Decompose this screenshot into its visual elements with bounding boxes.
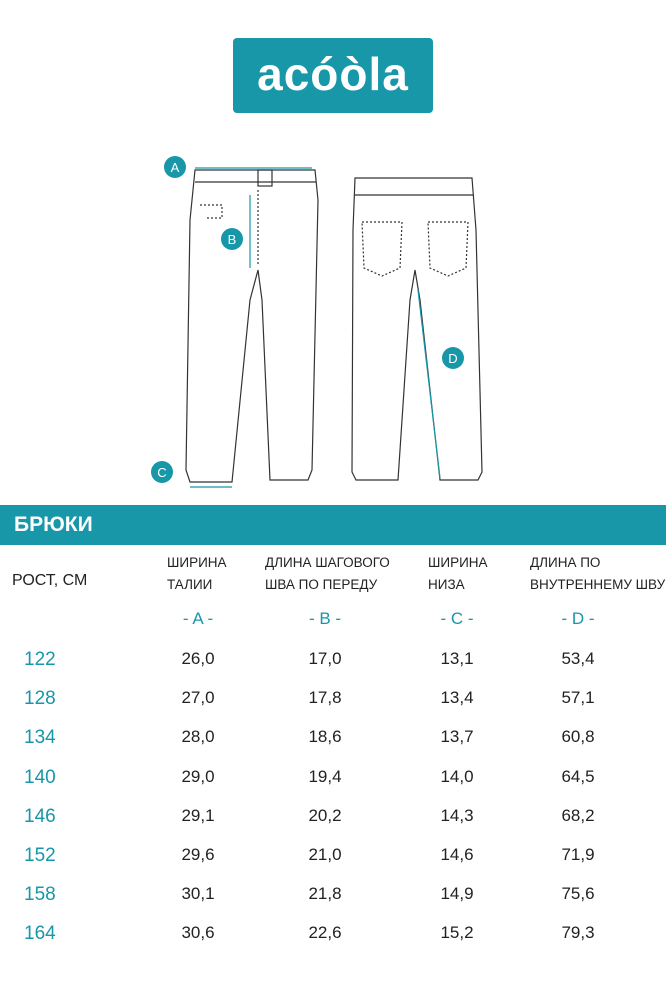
column-letter: - B -: [308, 609, 342, 628]
column-header: ШВА ПО ПЕРЕДУ: [265, 577, 378, 592]
height-cell: 134: [24, 727, 56, 749]
value-cell: 68,2: [561, 805, 595, 825]
pants-illustration: A B C D: [151, 156, 483, 488]
value-cell: 29,6: [181, 845, 215, 864]
back-pocket: [361, 221, 403, 277]
column-header: НИЗА: [428, 577, 465, 592]
pants-back: [351, 177, 483, 481]
pants-front: [185, 169, 319, 483]
value-cell: 17,0: [308, 649, 342, 668]
value-cell: 21,0: [308, 845, 342, 864]
value-cell: 29,0: [181, 766, 215, 786]
value-cell: 79,3: [561, 923, 595, 943]
height-cell: 164: [24, 923, 56, 945]
value-cell: 28,0: [181, 727, 215, 747]
value-cell: 15,2: [440, 923, 474, 943]
value-cell: 21,8: [308, 884, 342, 904]
value-cell: 18,6: [308, 727, 342, 747]
height-cell: 140: [24, 766, 56, 788]
marker-circle: [442, 347, 464, 369]
value-cell: 14,0: [440, 766, 474, 786]
column-header: ТАЛИИ: [167, 577, 213, 592]
marker-label: D: [448, 351, 457, 366]
value-cell: 64,5: [561, 766, 595, 786]
height-cell: 158: [24, 884, 56, 906]
value-cell: 75,6: [561, 884, 595, 904]
value-cell: 22,6: [308, 923, 342, 943]
value-cell: 30,6: [181, 923, 215, 943]
marker-circle: [164, 156, 186, 178]
measure-d: [417, 289, 441, 479]
height-cell: 152: [24, 845, 56, 866]
belt-loop: [257, 169, 273, 187]
column-header: РОСТ, СМ: [12, 572, 88, 589]
value-cell: 14,9: [440, 884, 474, 904]
column-letter: - C -: [440, 609, 474, 628]
marker-circle: [221, 228, 243, 250]
value-cell: 29,1: [181, 805, 215, 825]
column-header: ВНУТРЕННЕМУ ШВУ: [530, 577, 666, 592]
marker-label: A: [171, 160, 180, 175]
height-cell: 122: [24, 649, 56, 670]
column-header: ДЛИНА ПО: [530, 555, 601, 570]
value-cell: 13,4: [440, 688, 474, 708]
marker-circle: [151, 461, 173, 483]
value-cell: 19,4: [308, 766, 342, 786]
height-cell: 146: [24, 805, 56, 827]
column-header: ШИРИНА: [428, 555, 488, 570]
pocket: [200, 204, 223, 219]
value-cell: 14,6: [440, 845, 474, 864]
section-title: БРЮКИ: [0, 505, 666, 545]
value-cell: 26,0: [181, 649, 215, 668]
column-header: ДЛИНА ШАГОВОГО: [265, 555, 390, 570]
value-cell: 20,2: [308, 805, 342, 825]
height-cell: 128: [24, 688, 56, 710]
marker-label: B: [228, 232, 237, 247]
value-cell: 30,1: [181, 884, 215, 904]
marker-label: C: [157, 465, 166, 480]
value-cell: 17,8: [308, 688, 342, 708]
value-cell: 53,4: [561, 649, 595, 668]
value-cell: 57,1: [561, 688, 595, 708]
value-cell: 60,8: [561, 727, 595, 747]
column-header: ШИРИНА: [167, 555, 227, 570]
back-pocket: [427, 221, 469, 277]
column-letter: - D -: [561, 609, 595, 628]
value-cell: 27,0: [181, 688, 215, 708]
column-letter: - A -: [182, 609, 214, 628]
logo: acóòla: [233, 38, 433, 113]
value-cell: 13,7: [440, 727, 474, 747]
value-cell: 13,1: [440, 649, 474, 668]
value-cell: 71,9: [561, 845, 595, 864]
value-cell: 14,3: [440, 805, 474, 825]
